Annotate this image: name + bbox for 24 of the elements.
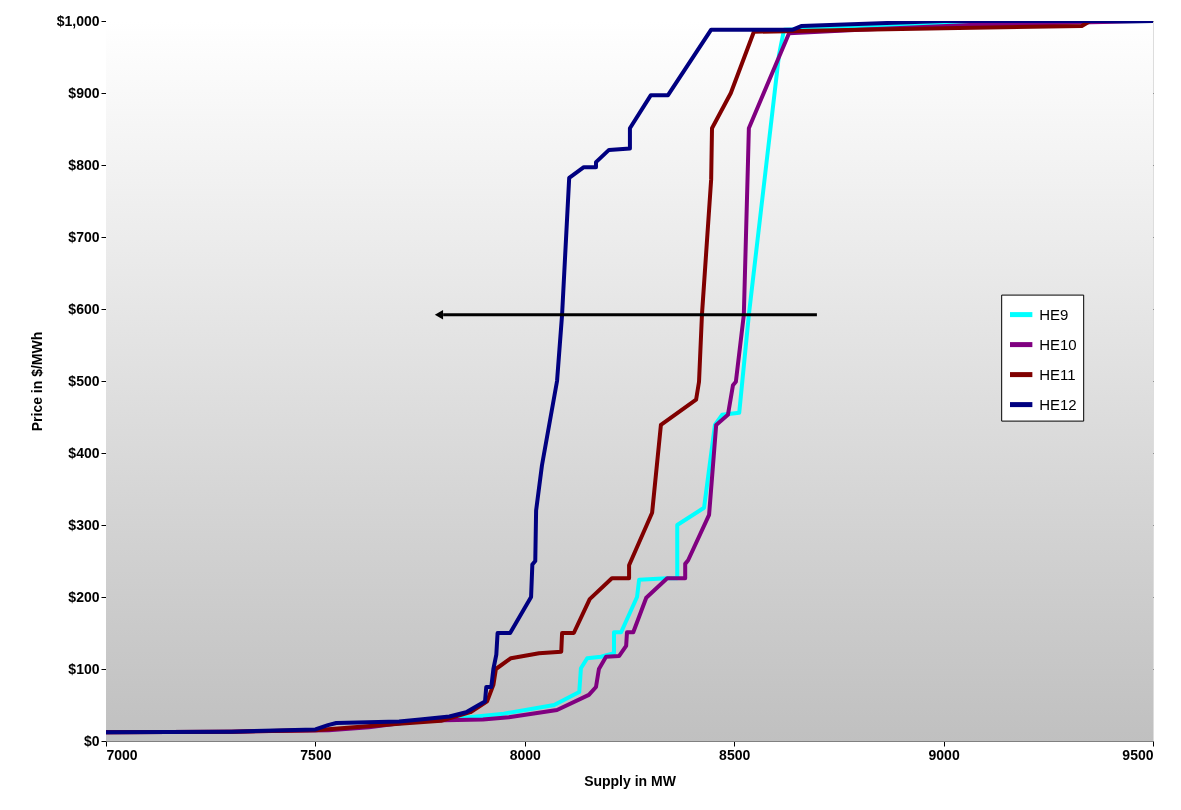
line-series — [106, 21, 1153, 735]
y-tick-label: $700 — [68, 228, 100, 245]
y-tick-label: $600 — [68, 300, 100, 317]
y-axis-title: Price in $/MWh — [28, 331, 45, 432]
legend-label: HE12 — [1039, 395, 1077, 413]
y-tick-label: $800 — [68, 156, 100, 173]
x-tick-label: 7500 — [300, 746, 332, 763]
x-tick-label: 8500 — [719, 746, 751, 763]
y-tick-label: $400 — [68, 444, 100, 461]
x-tick-label: 8000 — [509, 746, 542, 763]
y-tick-label: $1,000 — [56, 12, 100, 29]
legend-label: HE9 — [1039, 305, 1069, 323]
y-tick-label: $300 — [68, 516, 100, 533]
y-tick-label: $900 — [68, 84, 100, 101]
legend-label: HE11 — [1039, 365, 1076, 383]
x-tick-label: 9500 — [1122, 746, 1154, 763]
legend-label: HE10 — [1039, 335, 1077, 353]
x-axis-title: Supply in MW — [584, 772, 677, 789]
y-tick-label: $0 — [83, 732, 100, 749]
x-tick-label: 7000 — [106, 746, 138, 763]
x-tick-label: 9000 — [928, 746, 960, 763]
y-tick-label: $500 — [68, 372, 100, 389]
y-tick-label: $200 — [68, 588, 100, 605]
y-tick-label: $100 — [68, 660, 100, 677]
